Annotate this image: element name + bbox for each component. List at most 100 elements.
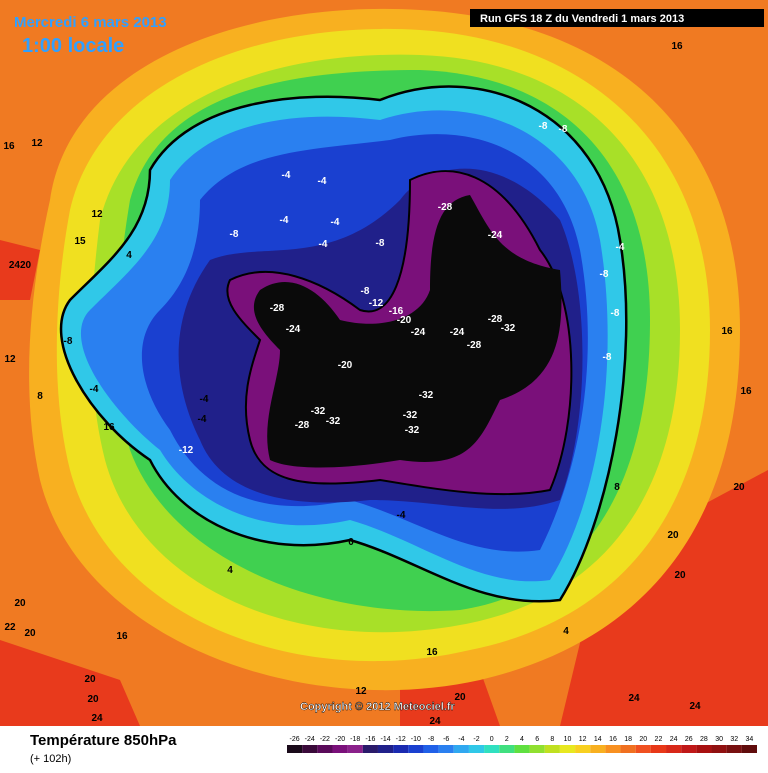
contour-label: 20 (454, 692, 466, 703)
colorbar-tick-label: 2 (505, 736, 509, 743)
colorbar-swatch (650, 745, 667, 753)
contour-label: -32 (501, 323, 516, 334)
colorbar-tick-label: -6 (443, 736, 449, 743)
contour-label: 12 (355, 686, 367, 697)
colorbar-swatch (529, 745, 545, 753)
contour-label: -8 (539, 121, 548, 132)
contour-label: -4 (397, 510, 406, 521)
contour-label: -8 (559, 124, 568, 135)
contour-label: -28 (270, 303, 285, 314)
colorbar-tick-label: 16 (609, 736, 617, 743)
contour-label: 20 (87, 694, 99, 705)
colorbar-swatch (711, 745, 727, 753)
colorbar-tick-label: -16 (365, 736, 375, 743)
contour-label: 4 (563, 626, 569, 637)
colorbar-swatch (575, 745, 591, 753)
colorbar-swatch (347, 745, 363, 753)
colorbar-swatch (332, 745, 348, 753)
time-label: 1:00 locale (22, 35, 124, 57)
contour-label: -28 (438, 202, 453, 213)
colorbar-swatch (287, 745, 303, 753)
contour-label: -8 (611, 308, 620, 319)
date-label: Mercredi 6 mars 2013 (14, 14, 167, 31)
contour-label: -28 (467, 340, 482, 351)
run-box (470, 9, 764, 27)
contour-label: -32 (405, 425, 420, 436)
colorbar-swatch (317, 745, 333, 753)
contour-label: -20 (397, 315, 412, 326)
colorbar-tick-label: 34 (746, 736, 754, 743)
contour-label: 16 (740, 386, 752, 397)
contour-label: -4 (282, 170, 291, 181)
colorbar-swatch (696, 745, 712, 753)
colorbar-tick-label: 4 (520, 736, 524, 743)
colorbar-swatch (484, 745, 500, 753)
contour-label: -8 (376, 238, 385, 249)
contour-label: -24 (286, 324, 301, 335)
contour-label: 0 (348, 537, 354, 548)
colorbar-swatch (726, 745, 742, 753)
copyright: Copyright © 2012 Meteociel.fr (300, 701, 456, 713)
contour-label: 4 (126, 250, 132, 261)
colorbar-tick-label: -8 (428, 736, 434, 743)
colorbar-swatch (362, 745, 378, 753)
colorbar-tick-label: -26 (290, 736, 300, 743)
colorbar-tick-label: -18 (350, 736, 360, 743)
colorbar-tick-label: 0 (490, 736, 494, 743)
contour-label: -28 (295, 420, 310, 431)
contour-label: -32 (311, 406, 326, 417)
contour-label: -4 (319, 239, 328, 250)
contour-label: 8 (37, 391, 43, 402)
contour-label: -4 (90, 384, 99, 395)
contour-label: 8 (614, 482, 620, 493)
colorbar-swatch (544, 745, 560, 753)
contour-label: -8 (600, 269, 609, 280)
contour-label: 22 (4, 622, 16, 633)
colorbar-swatch (438, 745, 454, 753)
colorbar-tick-label: 30 (715, 736, 723, 743)
contour-label: 16 (671, 41, 683, 52)
contour-label: 24 (91, 713, 103, 724)
colorbar-tick-label: 18 (624, 736, 632, 743)
footer-lead: (+ 102h) (30, 753, 71, 765)
colorbar-swatch (453, 745, 469, 753)
contour-label: 12 (91, 209, 103, 220)
colorbar-tick-label: 14 (594, 736, 602, 743)
contour-label: 16 (426, 647, 438, 658)
contour-label: 4 (227, 565, 233, 576)
contour-label: -32 (403, 410, 418, 421)
colorbar-tick-label: -20 (335, 736, 345, 743)
contour-label: -12 (369, 298, 384, 309)
contour-label: -12 (179, 445, 194, 456)
contour-label: -24 (450, 327, 465, 338)
contour-label: -24 (411, 327, 426, 338)
colorbar-swatch (302, 745, 318, 753)
contour-label: -4 (198, 414, 207, 425)
contour-label: -20 (338, 360, 353, 371)
contour-label: 24 (689, 701, 701, 712)
contour-label: 20 (84, 674, 96, 685)
colorbar-tick-label: 8 (550, 736, 554, 743)
colorbar-swatch (620, 745, 636, 753)
contour-label: -32 (419, 390, 434, 401)
footer-title: Température 850hPa (30, 732, 177, 749)
colorbar-swatch (468, 745, 485, 753)
colorbar-tick-label: -22 (320, 736, 330, 743)
contour-label: 20 (733, 482, 745, 493)
colorbar-tick-label: 28 (700, 736, 708, 743)
contour-labels: -28-24-28-24-12-16-20-24 -24-28-32-28-20-… (3, 41, 752, 727)
colorbar-tick-label: 22 (655, 736, 663, 743)
contour-label: 24 (628, 693, 640, 704)
colorbar-tick-label: -4 (458, 736, 464, 743)
colorbar-swatch (605, 745, 621, 753)
contour-label: -16 (389, 306, 404, 317)
contour-label: -4 (616, 242, 625, 253)
contour-label: -8 (230, 229, 239, 240)
colorbar-swatch (423, 745, 439, 753)
colorbar-swatch (666, 745, 682, 753)
contour-label: -4 (318, 176, 327, 187)
contour-label: 12 (4, 354, 16, 365)
colorbar-tick-label: 20 (639, 736, 647, 743)
contour-label: 16 (3, 141, 15, 152)
